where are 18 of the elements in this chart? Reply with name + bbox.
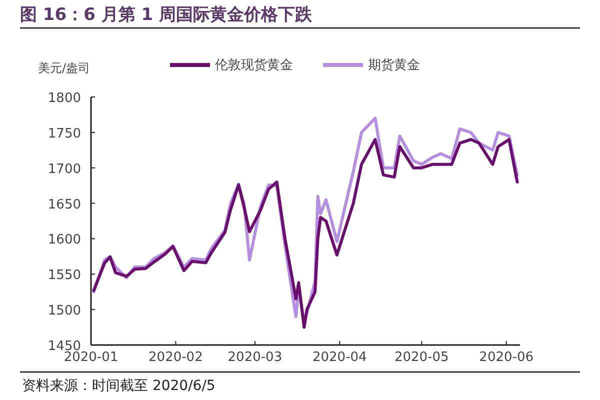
legend-label: 期货黄金	[368, 58, 420, 73]
x-tick-label: 2020-02	[148, 350, 203, 365]
text: 资料来源：时间截至 2020/6/5	[22, 378, 216, 394]
x-tick-label: 2020-05	[394, 350, 449, 365]
legend-label: 伦敦现货黄金	[215, 58, 293, 73]
y-tick-label: 1550	[48, 268, 81, 284]
x-tick-label: 2020-01	[64, 350, 118, 365]
x-tick-label: 2020-06	[479, 350, 534, 365]
y-tick-label: 1500	[48, 304, 81, 319]
x-tick-label: 2020-04	[312, 350, 367, 365]
y-tick-label: 1650	[48, 197, 81, 212]
x-tick-label: 2020-03	[228, 350, 282, 365]
y-axis-title: 美元/盎司	[38, 61, 90, 75]
y-tick-label: 1750	[48, 126, 81, 142]
y-tick-label: 1700	[48, 162, 81, 177]
y-tick-label: 1800	[48, 91, 81, 106]
y-tick-label: 1600	[48, 232, 81, 248]
chart-title: 图 16：6 月第 1 周国际黄金价格下跌	[20, 5, 313, 25]
